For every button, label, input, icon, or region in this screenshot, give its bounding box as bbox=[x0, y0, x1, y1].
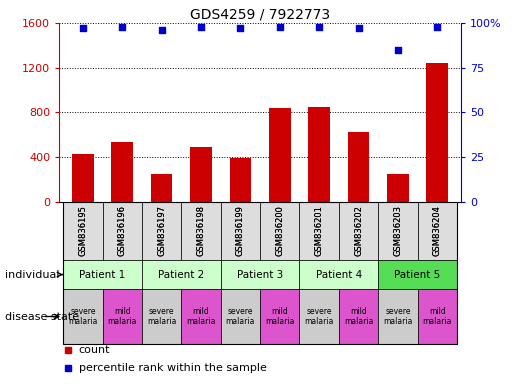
Title: GDS4259 / 7922773: GDS4259 / 7922773 bbox=[190, 8, 330, 22]
Bar bbox=[378, 260, 457, 289]
Text: mild
malaria: mild malaria bbox=[265, 307, 295, 326]
Text: severe
malaria: severe malaria bbox=[304, 307, 334, 326]
Point bbox=[354, 25, 363, 31]
Point bbox=[79, 25, 87, 31]
Bar bbox=[111, 142, 133, 202]
Text: Patient 1: Patient 1 bbox=[79, 270, 126, 280]
Text: disease state: disease state bbox=[5, 311, 79, 321]
Text: GSM836200: GSM836200 bbox=[275, 205, 284, 256]
Bar bbox=[260, 289, 299, 344]
Text: GSM836203: GSM836203 bbox=[393, 205, 402, 256]
Text: severe
malaria: severe malaria bbox=[383, 307, 413, 326]
Bar bbox=[142, 202, 181, 260]
Point bbox=[433, 23, 441, 30]
Bar bbox=[102, 289, 142, 344]
Point bbox=[315, 23, 323, 30]
Bar bbox=[299, 289, 339, 344]
Text: GSM836201: GSM836201 bbox=[315, 205, 323, 256]
Text: GSM836204: GSM836204 bbox=[433, 205, 442, 256]
Bar bbox=[339, 202, 378, 260]
Bar bbox=[72, 154, 94, 202]
Bar bbox=[102, 202, 142, 260]
Point bbox=[394, 47, 402, 53]
Point bbox=[158, 27, 166, 33]
Text: GSM836199: GSM836199 bbox=[236, 205, 245, 256]
Bar bbox=[308, 107, 330, 202]
Text: Patient 3: Patient 3 bbox=[237, 270, 283, 280]
Bar bbox=[142, 260, 221, 289]
Text: GSM836196: GSM836196 bbox=[118, 205, 127, 256]
Text: mild
malaria: mild malaria bbox=[186, 307, 216, 326]
Text: GSM836197: GSM836197 bbox=[157, 205, 166, 256]
Bar bbox=[63, 289, 102, 344]
Bar bbox=[221, 289, 260, 344]
Text: GSM836200: GSM836200 bbox=[275, 205, 284, 256]
Point bbox=[197, 23, 205, 30]
Bar bbox=[418, 289, 457, 344]
Text: GSM836198: GSM836198 bbox=[197, 205, 205, 256]
Bar bbox=[260, 202, 299, 260]
Text: mild
malaria: mild malaria bbox=[423, 307, 452, 326]
Bar bbox=[378, 289, 418, 344]
Text: mild
malaria: mild malaria bbox=[344, 307, 373, 326]
Bar bbox=[181, 202, 221, 260]
Text: GSM836199: GSM836199 bbox=[236, 205, 245, 256]
Text: count: count bbox=[79, 346, 110, 356]
Text: percentile rank within the sample: percentile rank within the sample bbox=[79, 363, 266, 373]
Bar bbox=[299, 202, 339, 260]
Text: GSM836202: GSM836202 bbox=[354, 205, 363, 256]
Bar bbox=[426, 63, 448, 202]
Bar bbox=[142, 289, 181, 344]
Text: GSM836203: GSM836203 bbox=[393, 205, 402, 256]
Text: severe
malaria: severe malaria bbox=[226, 307, 255, 326]
Point bbox=[118, 23, 126, 30]
Point bbox=[276, 23, 284, 30]
Bar bbox=[378, 202, 418, 260]
Point bbox=[236, 25, 245, 31]
Bar bbox=[230, 158, 251, 202]
Text: GSM836197: GSM836197 bbox=[157, 205, 166, 256]
Text: mild
malaria: mild malaria bbox=[108, 307, 137, 326]
Text: GSM836196: GSM836196 bbox=[118, 205, 127, 256]
Bar bbox=[387, 174, 409, 202]
Bar bbox=[221, 260, 299, 289]
Text: GSM836195: GSM836195 bbox=[78, 205, 88, 256]
Bar bbox=[269, 108, 290, 202]
Bar bbox=[63, 202, 457, 344]
Text: GSM836204: GSM836204 bbox=[433, 205, 442, 256]
Text: Patient 5: Patient 5 bbox=[394, 270, 441, 280]
Bar bbox=[151, 174, 173, 202]
Bar bbox=[299, 260, 378, 289]
Bar bbox=[190, 147, 212, 202]
Text: GSM836201: GSM836201 bbox=[315, 205, 323, 256]
Text: GSM836202: GSM836202 bbox=[354, 205, 363, 256]
Bar bbox=[221, 202, 260, 260]
Text: individual: individual bbox=[5, 270, 62, 280]
Text: severe
malaria: severe malaria bbox=[68, 307, 97, 326]
Text: GSM836195: GSM836195 bbox=[78, 205, 88, 256]
Bar bbox=[63, 202, 102, 260]
Text: Patient 4: Patient 4 bbox=[316, 270, 362, 280]
Bar bbox=[348, 132, 369, 202]
Bar bbox=[339, 289, 378, 344]
Bar bbox=[63, 260, 142, 289]
Bar bbox=[181, 289, 221, 344]
Text: severe
malaria: severe malaria bbox=[147, 307, 176, 326]
Bar bbox=[418, 202, 457, 260]
Text: GSM836198: GSM836198 bbox=[197, 205, 205, 256]
Text: Patient 2: Patient 2 bbox=[158, 270, 204, 280]
